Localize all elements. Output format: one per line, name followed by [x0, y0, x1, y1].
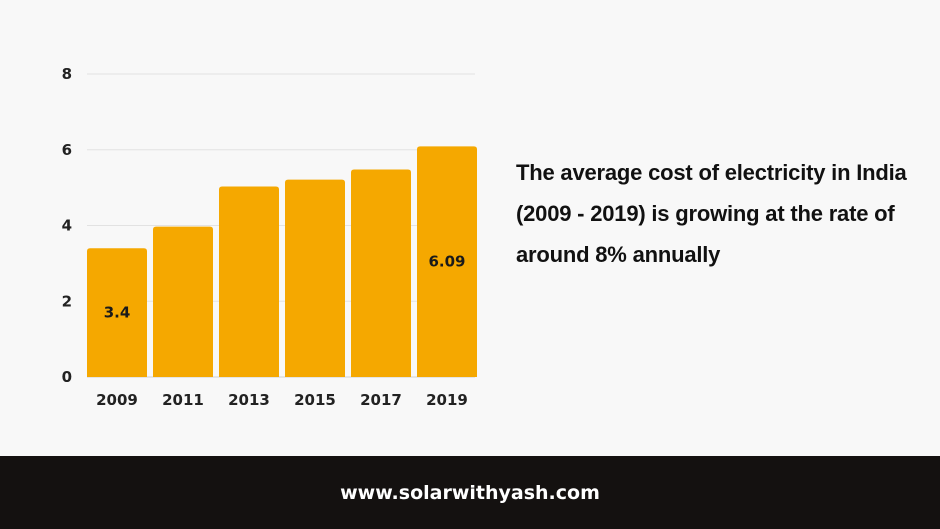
- bar: [351, 169, 411, 377]
- bar-chart: 0 2 4 6 8 2009 3.4 2011 2013 2015 2017 2019 6.09: [62, 65, 477, 409]
- x-tick-label: 2011: [162, 391, 204, 409]
- x-tick-label: 2015: [294, 391, 336, 409]
- x-tick-label: 2013: [228, 391, 270, 409]
- footer-bar: www.solarwithyash.com: [0, 456, 940, 529]
- y-tick-label: 2: [62, 292, 72, 310]
- y-tick-label: 8: [62, 65, 72, 83]
- bar: [87, 248, 147, 377]
- x-tick-label: 2009: [96, 391, 138, 409]
- x-tick-label: 2017: [360, 391, 402, 409]
- x-tick-label: 2019: [426, 391, 468, 409]
- bar: [285, 179, 345, 377]
- caption-text: The average cost of electricity in India…: [516, 160, 907, 267]
- y-tick-label: 4: [62, 217, 72, 235]
- bar: [219, 186, 279, 377]
- bar: [417, 146, 477, 377]
- data-label: 3.4: [104, 304, 131, 322]
- y-tick-label: 6: [62, 141, 72, 159]
- website-link[interactable]: www.solarwithyash.com: [340, 481, 600, 504]
- bar: [153, 226, 213, 377]
- y-tick-label: 0: [62, 368, 72, 386]
- data-label: 6.09: [428, 253, 465, 271]
